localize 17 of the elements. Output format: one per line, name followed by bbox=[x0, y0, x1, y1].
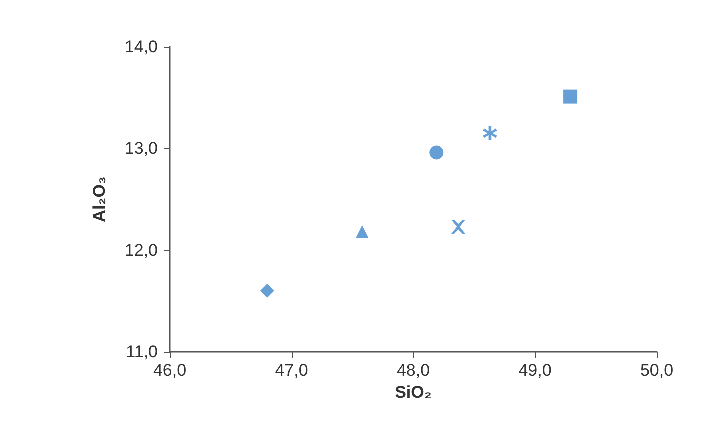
x-tick-label: 47,0 bbox=[275, 361, 308, 380]
x-axis-title: SiO₂ bbox=[395, 382, 432, 402]
x-tick-label: 46,0 bbox=[153, 361, 187, 380]
y-tick-label: 13,0 bbox=[124, 139, 158, 158]
x-tick-label: 50,0 bbox=[640, 361, 674, 380]
point bbox=[564, 90, 578, 104]
y-tick-label: 11,0 bbox=[126, 342, 158, 362]
x-tick-label: 49,0 bbox=[518, 361, 552, 380]
point bbox=[452, 220, 466, 234]
point bbox=[260, 284, 274, 298]
y-tick-label: 14,0 bbox=[124, 38, 158, 56]
point bbox=[483, 126, 498, 140]
y-axis-title: Al₂O₃ bbox=[90, 176, 109, 222]
x-tick-label: 48,0 bbox=[396, 361, 430, 380]
point bbox=[430, 146, 444, 160]
y-tick-label: 12,0 bbox=[124, 240, 158, 260]
point bbox=[356, 226, 369, 239]
